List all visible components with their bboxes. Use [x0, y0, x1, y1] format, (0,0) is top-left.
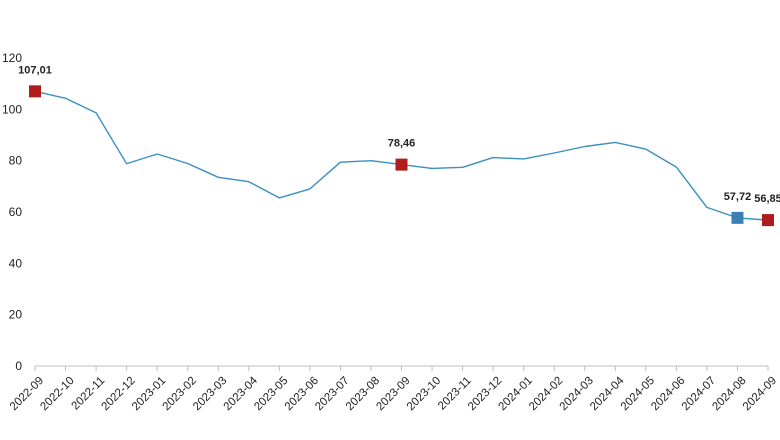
y-axis: 0 20 40 60 80 100 120 [2, 51, 22, 373]
y-tick-label: 40 [9, 256, 23, 270]
highlight-marker [731, 211, 744, 224]
x-tick-label: 2022-10 [38, 375, 76, 413]
y-tick-label: 100 [2, 102, 22, 116]
y-tick-label: 60 [9, 205, 23, 219]
data-label: 57,72 [724, 191, 752, 203]
y-tick-label: 80 [9, 154, 23, 168]
series-layer [34, 90, 769, 221]
data-label: 107,01 [18, 64, 52, 76]
highlight-marker [29, 85, 41, 98]
markers-layer: 107,01 78,46 57,72 56,85 [18, 64, 780, 227]
y-tick-label: 120 [2, 51, 22, 65]
data-label: 56,85 [754, 193, 780, 205]
x-axis: 2022-092022-102022-112022-122023-012023-… [8, 365, 779, 413]
y-tick-label: 0 [15, 359, 22, 373]
highlight-marker [762, 214, 774, 227]
series-line [34, 90, 769, 221]
y-tick-label: 20 [9, 308, 23, 322]
x-tick-label: 2024-09 [741, 375, 779, 413]
highlight-marker [395, 158, 408, 171]
x-tick-label: 2023-10 [405, 375, 443, 413]
data-label: 78,46 [388, 138, 416, 150]
